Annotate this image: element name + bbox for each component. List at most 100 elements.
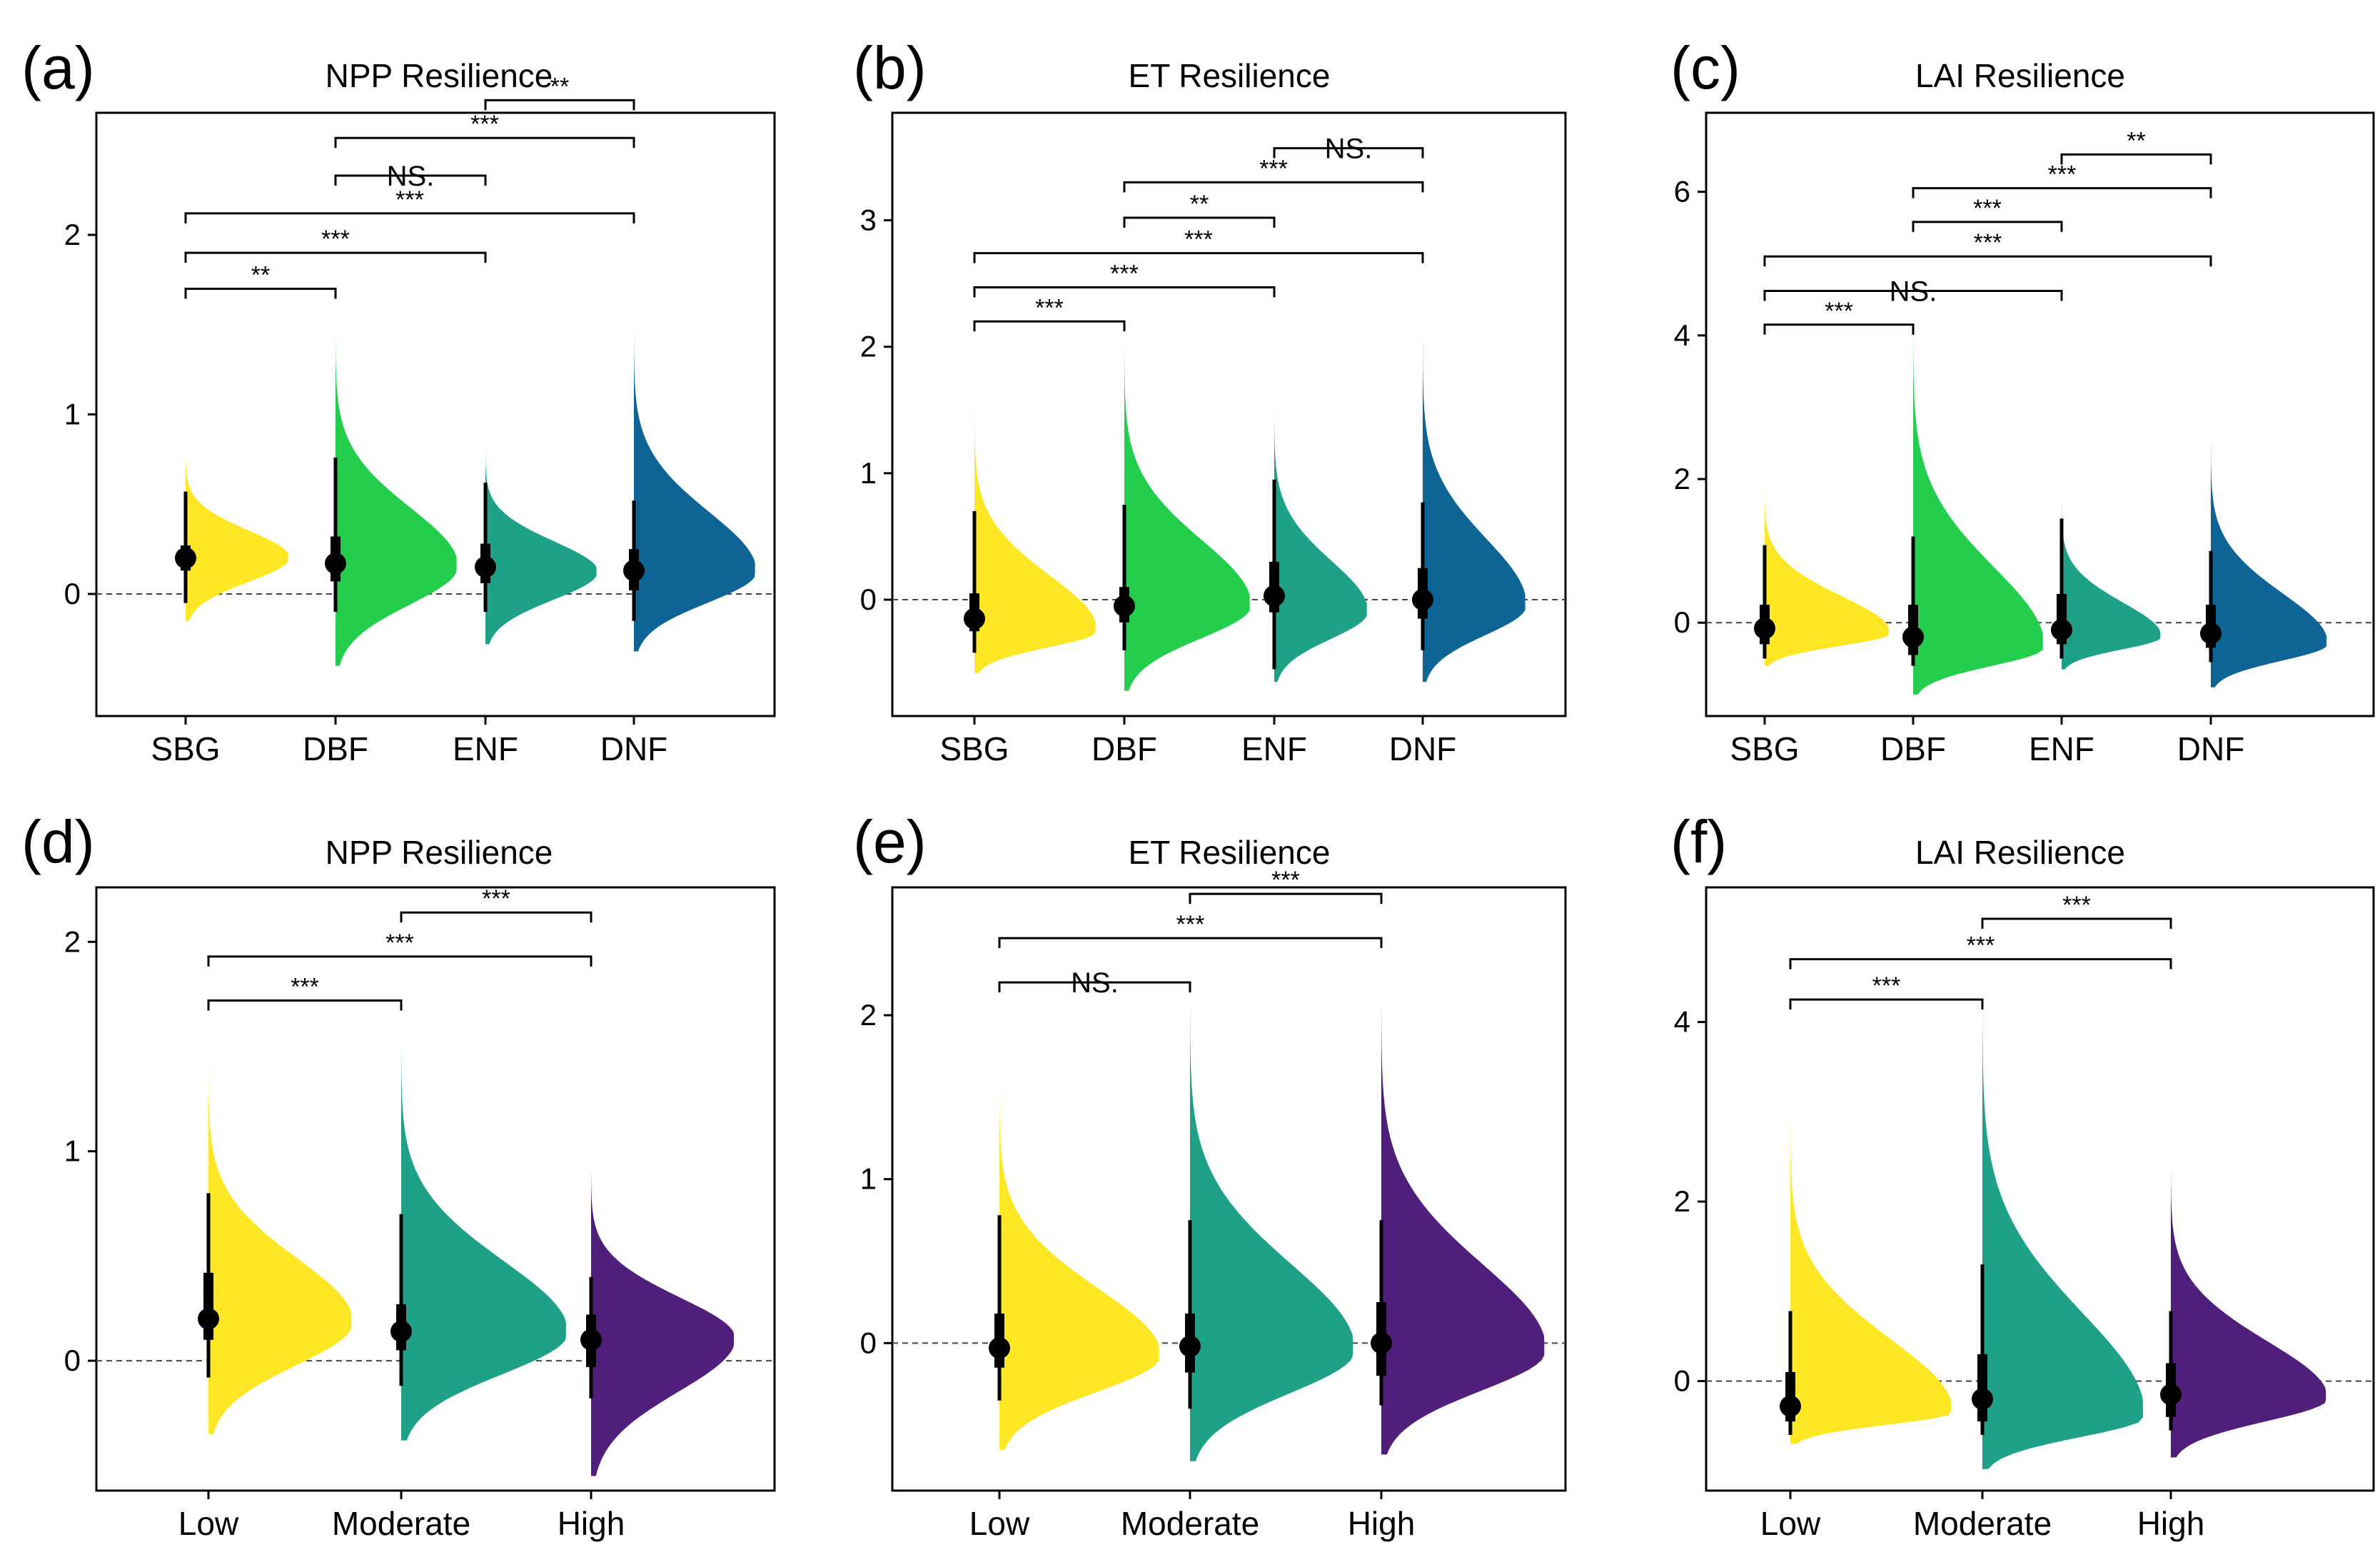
x-tick-label-c: DBF: [1880, 730, 1946, 767]
plot-frame-f: [1705, 886, 2375, 1492]
plot-frame-c: [1705, 111, 2375, 717]
plot-frame-d: [95, 886, 776, 1492]
x-tick-label-c: DNF: [2177, 730, 2245, 767]
median-point-c-dbf: [1902, 626, 1924, 648]
x-tick-label-f: Moderate: [1913, 1505, 2052, 1542]
violin-b-enf: [1274, 410, 1367, 682]
violin-a-enf: [485, 450, 597, 645]
violin-e-moderate: [1190, 1007, 1353, 1461]
significance-label-a: NS.: [387, 161, 435, 192]
median-point-a-dnf: [623, 560, 645, 582]
x-tick-label-c: ENF: [2029, 730, 2094, 767]
significance-bracket-e: [998, 937, 1383, 949]
significance-bracket-c: [1763, 255, 2212, 267]
significance-label-b: ***: [1110, 260, 1139, 287]
x-tick-label-e: Low: [969, 1505, 1030, 1542]
y-tick-label-e: 1: [860, 1162, 877, 1196]
y-tick-label-e: 0: [860, 1326, 877, 1359]
panel-title-f: LAI Resilience: [1915, 834, 2125, 871]
x-tick-label-d: High: [558, 1505, 625, 1542]
significance-bracket-b: [1123, 181, 1424, 193]
median-point-e-low: [989, 1337, 1010, 1359]
median-point-f-high: [2160, 1384, 2182, 1406]
significance-bracket-b: [973, 252, 1424, 263]
violin-c-sbg: [1765, 486, 1889, 666]
significance-bracket-c: [1912, 221, 2063, 232]
x-tick-label-a: ENF: [453, 730, 518, 767]
y-tick-label-c: 4: [1674, 318, 1690, 352]
significance-label-f: ***: [1967, 932, 1995, 959]
significance-bracket-a: [484, 99, 635, 111]
significance-label-d: ***: [385, 929, 414, 957]
median-point-c-dnf: [2200, 623, 2222, 645]
x-tick-label-d: Moderate: [332, 1505, 470, 1542]
significance-label-d: ***: [291, 973, 319, 1000]
y-tick-label-e: 2: [860, 998, 877, 1032]
significance-label-a: ***: [470, 111, 499, 138]
x-tick-label-a: DNF: [600, 730, 668, 767]
significance-bracket-a: [184, 212, 635, 223]
violin-f-low: [1790, 1120, 1951, 1444]
significance-label-c: **: [2127, 127, 2145, 154]
median-point-e-high: [1371, 1332, 1392, 1354]
panel-title-a: NPP Resilience: [326, 57, 553, 94]
y-tick-label-b: 0: [860, 583, 877, 616]
significance-bracket-c: [1763, 289, 2063, 301]
violin-a-dnf: [634, 333, 755, 652]
significance-bracket-d: [400, 911, 593, 923]
median-point-d-high: [580, 1329, 602, 1351]
significance-bracket-f: [1981, 917, 2172, 929]
significance-label-d: ***: [482, 885, 510, 912]
y-tick-label-f: 4: [1674, 1005, 1690, 1039]
significance-bracket-d: [207, 955, 593, 967]
y-tick-label-b: 1: [860, 456, 877, 490]
x-tick-label-b: DBF: [1091, 730, 1157, 767]
violin-a-sbg: [186, 450, 288, 621]
significance-bracket-b: [973, 320, 1126, 332]
significance-bracket-e: [1189, 892, 1383, 905]
significance-label-c: ***: [1825, 298, 1853, 325]
violin-a-dbf: [336, 333, 457, 666]
median-point-d-low: [198, 1308, 219, 1330]
y-tick-label-f: 2: [1674, 1184, 1690, 1218]
significance-bracket-e: [998, 981, 1191, 993]
significance-label-f: ***: [1872, 972, 1901, 999]
x-tick-label-a: SBG: [151, 730, 220, 767]
significance-label-a: **: [550, 73, 569, 100]
violin-c-dbf: [1913, 328, 2043, 695]
y-tick-label-d: 2: [64, 924, 81, 958]
x-tick-label-b: DNF: [1389, 730, 1457, 767]
significance-label-c: ***: [2048, 161, 2077, 188]
x-tick-label-b: ENF: [1241, 730, 1307, 767]
violin-b-dnf: [1423, 340, 1526, 682]
x-tick-label-d: Low: [178, 1505, 239, 1542]
median-point-e-moderate: [1179, 1335, 1201, 1357]
x-tick-label-c: SBG: [1730, 730, 1799, 767]
significance-bracket-a: [184, 251, 487, 263]
median-point-a-dbf: [325, 553, 346, 575]
y-tick-label-c: 6: [1674, 175, 1690, 208]
significance-label-b: ***: [1259, 155, 1288, 182]
violin-e-high: [1381, 1007, 1545, 1455]
median-point-c-sbg: [1754, 618, 1775, 640]
violin-c-enf: [2062, 500, 2161, 670]
plot-frame-e: [891, 886, 1567, 1492]
significance-bracket-f: [1789, 958, 2172, 969]
significance-bracket-a: [334, 174, 487, 186]
significance-label-a: **: [251, 261, 270, 288]
x-tick-label-a: DBF: [303, 730, 368, 767]
violin-f-moderate: [1982, 1004, 2143, 1469]
panel-f: (f) LAI Resilience 0 2 4 Low Moderate High ***…: [1670, 808, 2375, 1542]
violin-b-sbg: [974, 410, 1096, 673]
significance-label-b: **: [1190, 191, 1209, 218]
x-tick-label-e: Moderate: [1121, 1505, 1259, 1542]
significance-bracket-c: [2060, 153, 2212, 165]
significance-bracket-a: [334, 136, 635, 148]
significance-label-c: NS.: [1890, 276, 1937, 307]
significance-bracket-a: [184, 287, 337, 299]
median-point-b-enf: [1264, 585, 1285, 607]
violin-d-low: [208, 1067, 352, 1434]
violin-e-low: [999, 1089, 1159, 1450]
significance-bracket-d: [207, 999, 403, 1011]
